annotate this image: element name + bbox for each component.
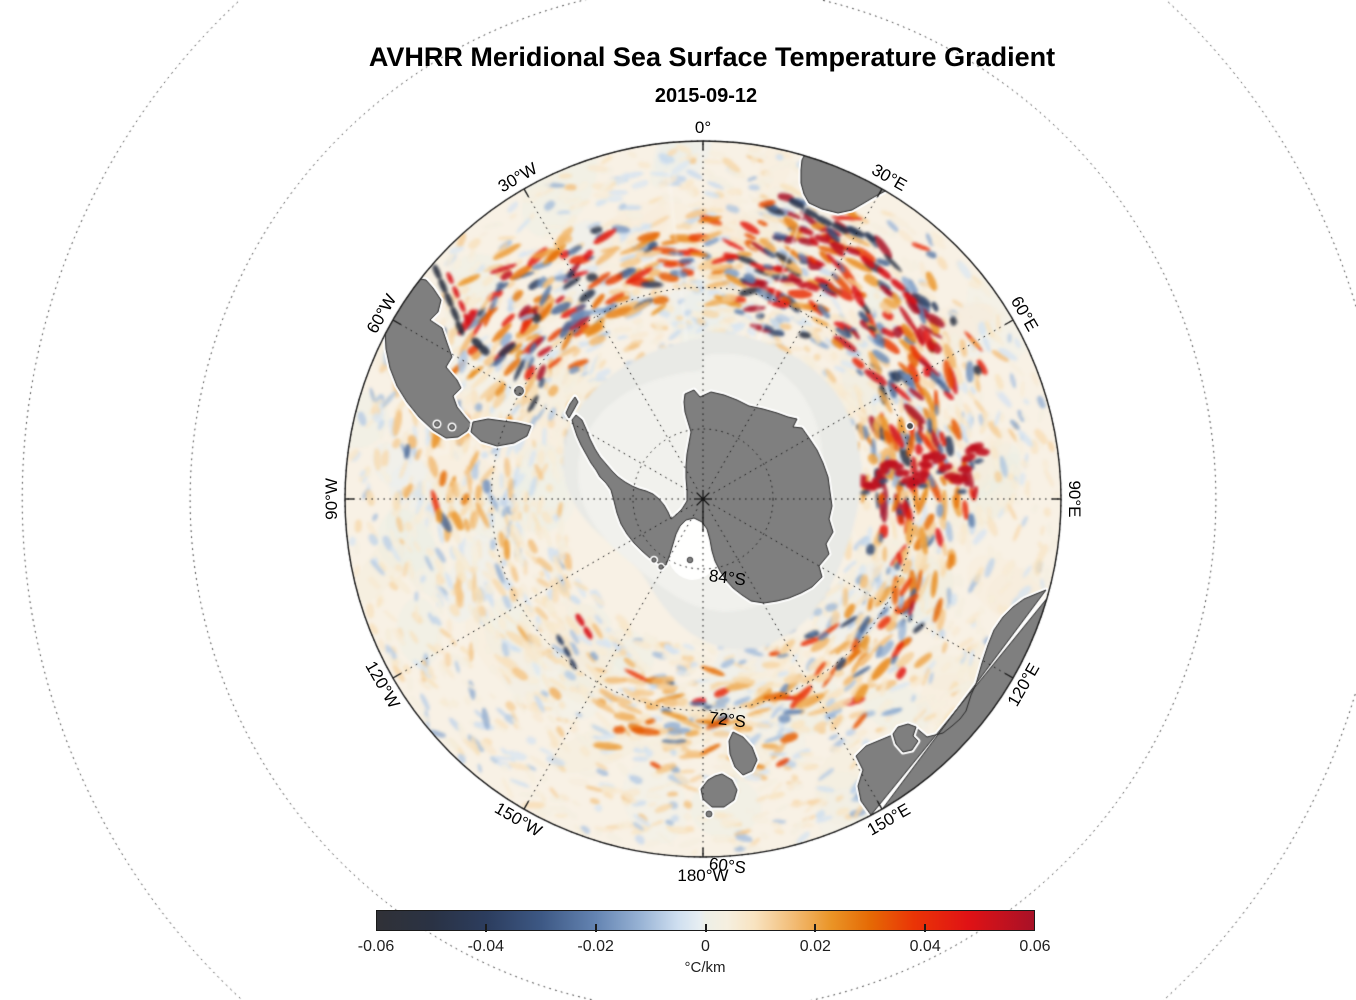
parallel-label-72S: 72°S	[707, 707, 747, 732]
colorbar-tick	[813, 924, 816, 932]
meridian-label-0: 0°	[694, 118, 712, 137]
colorbar-tick	[704, 924, 707, 932]
colorbar-unit-label: °C/km	[684, 959, 726, 976]
colorbar-tick-label: 0	[701, 938, 710, 955]
meridian-label-180W: 180°W	[677, 866, 729, 885]
colorbar-tick-label: 0.04	[909, 938, 941, 955]
meridian-label-90E: 90°E	[1065, 480, 1084, 518]
colorbar-gradient	[377, 911, 1034, 930]
colorbar	[376, 910, 1035, 932]
colorbar-tick-label: -0.06	[357, 938, 395, 955]
colorbar-tick	[923, 924, 926, 932]
colorbar-tick-label: -0.04	[467, 938, 505, 955]
colorbar-tick-label: 0.06	[1019, 938, 1051, 955]
colorbar-tick-label: -0.02	[577, 938, 614, 955]
colorbar-tick	[594, 924, 597, 932]
colorbar-tick	[485, 924, 488, 932]
meridian-label-90W: 90°W	[322, 478, 341, 520]
colorbar-tick-label: 0.02	[799, 938, 831, 955]
